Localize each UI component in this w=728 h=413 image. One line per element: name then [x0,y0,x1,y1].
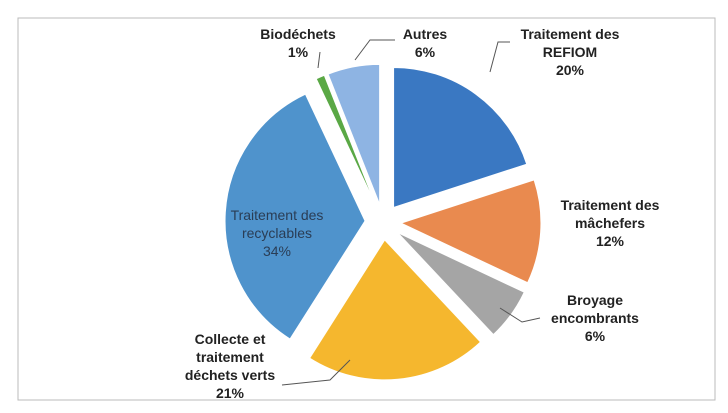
pie-slice [399,179,542,284]
value-label: 6% [584,328,606,344]
value-label: 21% [215,385,245,401]
category-label: Traitement des recyclables [230,207,324,241]
category-label: Biodéchets [260,26,336,42]
slice-label: Traitement des recyclables 34% [212,206,342,260]
value-label: 1% [287,44,309,60]
leader-line [499,307,541,323]
pie-slice [327,63,381,205]
slice-label: Collecte et traitement déchets verts 21% [180,330,280,402]
category-label: Traitement des REFIOM [520,26,620,60]
category-label: Broyage encombrants [551,292,639,326]
slice-label: Traitement des mâchefers 12% [550,196,670,250]
category-label: Collecte et traitement déchets verts [184,331,276,383]
pie-slice [315,74,377,206]
leader-line [281,359,351,386]
slice-label: Biodéchets 1% [238,25,358,61]
pie-slice [224,93,366,340]
slice-label: Traitement des REFIOM 20% [510,25,630,79]
value-label: 6% [414,44,436,60]
slice-label: Autres 6% [365,25,485,61]
category-label: Autres [402,26,448,42]
category-label: Traitement des mâchefers [560,197,660,231]
leader-line [354,39,395,61]
leader-line [489,41,510,73]
pie-slice [308,239,482,381]
pie-slice [393,66,528,209]
value-label: 12% [595,233,625,249]
value-label: 34% [262,243,292,259]
slice-label: Broyage encombrants 6% [535,291,655,345]
value-label: 20% [555,62,585,78]
chart-frame [17,17,716,401]
leader-line [317,51,321,69]
